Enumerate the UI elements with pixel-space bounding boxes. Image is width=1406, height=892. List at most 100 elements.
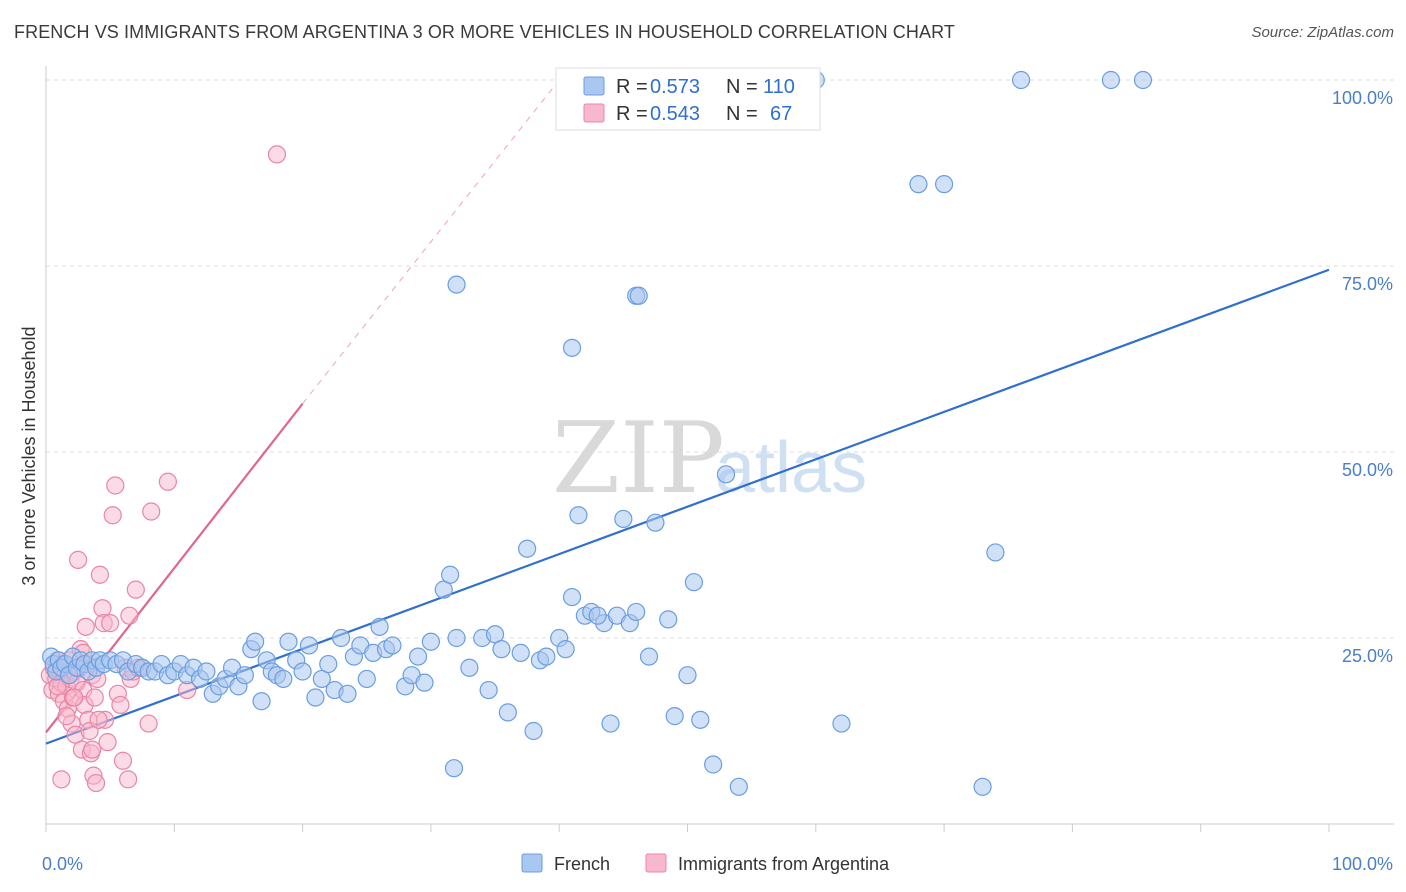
- french-point-109: [562, 338, 582, 357]
- french-point-83: [556, 640, 575, 659]
- x-tick-label-0: 0.0%: [42, 854, 83, 874]
- french-point-79: [518, 539, 537, 558]
- french-point-99: [678, 666, 697, 685]
- french-point-85: [569, 506, 588, 525]
- french-point-97: [659, 610, 678, 629]
- legend-n-label-argentina: N =: [726, 103, 758, 125]
- french-point-103: [716, 465, 736, 484]
- french-point-45: [279, 632, 298, 651]
- french-point-49: [306, 688, 325, 707]
- french-point-47: [293, 662, 312, 681]
- french-point-118: [1133, 70, 1153, 90]
- french-point-69: [447, 628, 466, 648]
- french-point-100: [684, 573, 704, 592]
- grid: [46, 79, 1394, 639]
- legend-r-value-argentina: 0.543: [650, 103, 700, 125]
- argentina-point-62: [83, 740, 102, 759]
- argentina-point-20: [68, 550, 88, 569]
- argentina-point-55: [139, 714, 158, 733]
- french-point-75: [492, 640, 511, 659]
- french-point-101: [691, 710, 710, 729]
- french-point-78: [524, 721, 543, 741]
- argentina-point-65: [57, 707, 76, 726]
- legend-swatch-argentina: [583, 103, 605, 123]
- french-point-57: [357, 669, 376, 689]
- legend-r-label-french: R =: [616, 76, 648, 98]
- french-point-102: [704, 755, 723, 774]
- french-point-105: [832, 714, 851, 733]
- french-point-108: [447, 275, 466, 294]
- french-point-92: [614, 509, 633, 529]
- x-tick-labels: 0.0% 100.0%: [42, 854, 1393, 874]
- argentina-point-43: [106, 476, 125, 495]
- argentina-point-46: [113, 751, 133, 770]
- french-point-54: [338, 684, 357, 703]
- french-point-51: [319, 654, 338, 674]
- argentina-point-34: [86, 773, 106, 793]
- y-tick-labels: 25.0% 50.0% 75.0% 100.0%: [1332, 88, 1393, 666]
- french-point-89: [601, 714, 620, 733]
- french-point-66: [421, 632, 440, 651]
- french-point-107: [986, 543, 1005, 562]
- french-point-90: [588, 606, 607, 625]
- bottom-legend-label-french: French: [554, 854, 610, 874]
- french-point-76: [498, 703, 517, 722]
- legend-r-value-french: 0.573: [650, 76, 700, 98]
- legend-r-label-argentina: R =: [616, 103, 648, 125]
- axes: [45, 66, 1394, 832]
- argentina-point-36: [90, 565, 109, 584]
- french-point-73: [479, 680, 498, 700]
- bottom-legend-swatch-argentina: [645, 853, 667, 873]
- y-axis-label: 3 or more Vehicles in Household: [19, 326, 39, 585]
- argentina-point-42: [103, 506, 122, 525]
- argentina-point-63: [89, 710, 108, 729]
- french-point-77: [511, 643, 530, 662]
- bottom-legend-swatch-french: [521, 853, 543, 873]
- argentina-point-48: [119, 770, 138, 789]
- french-point-31: [197, 662, 216, 681]
- argentina-point-40: [98, 733, 117, 752]
- french-point-44: [274, 669, 293, 689]
- french-point-113: [934, 175, 954, 194]
- french-point-112: [909, 175, 928, 194]
- french-point-84: [562, 587, 582, 607]
- french-point-95: [639, 647, 659, 666]
- argentina-point-60: [52, 770, 71, 789]
- french-point-70: [444, 759, 464, 778]
- french-point-68: [441, 565, 460, 584]
- argentina-point-41: [101, 614, 120, 633]
- argentina-point-52: [126, 580, 145, 599]
- y-tick-label-1: 50.0%: [1342, 460, 1393, 480]
- y-tick-label-3: 100.0%: [1332, 88, 1393, 108]
- legend-n-value-argentina: 67: [770, 103, 792, 125]
- french-point-106: [973, 777, 992, 796]
- french-point-94: [627, 602, 646, 622]
- y-tick-label-2: 75.0%: [1342, 274, 1393, 294]
- argentina-point-61: [65, 688, 84, 707]
- french-point-59: [370, 617, 389, 636]
- x-tick-label-1: 100.0%: [1332, 854, 1393, 874]
- argentina-point-49: [120, 606, 139, 625]
- french-point-104: [729, 777, 748, 796]
- argentina-point-59: [267, 145, 287, 164]
- argentina-point-56: [142, 502, 161, 521]
- watermark-zip: ZIP: [552, 402, 725, 516]
- french-point-116: [1011, 70, 1031, 90]
- bottom-legend-label-argentina: Immigrants from Argentina: [678, 854, 890, 874]
- series-legend: French Immigrants from Argentina: [521, 853, 890, 874]
- french-point-53: [331, 628, 351, 648]
- argentina-points: [40, 145, 287, 793]
- french-point-61: [383, 636, 402, 655]
- french-point-65: [415, 673, 434, 692]
- french-point-81: [537, 647, 556, 666]
- french-point-96: [646, 513, 665, 532]
- french-points: [42, 70, 1153, 796]
- french-point-37: [235, 666, 254, 685]
- french-point-64: [408, 647, 428, 666]
- argentina-point-45: [111, 695, 130, 715]
- legend-n-value-french: 110: [763, 76, 795, 98]
- french-point-71: [460, 658, 479, 677]
- y-tick-label-0: 25.0%: [1342, 646, 1393, 666]
- legend-swatch-french: [583, 76, 605, 96]
